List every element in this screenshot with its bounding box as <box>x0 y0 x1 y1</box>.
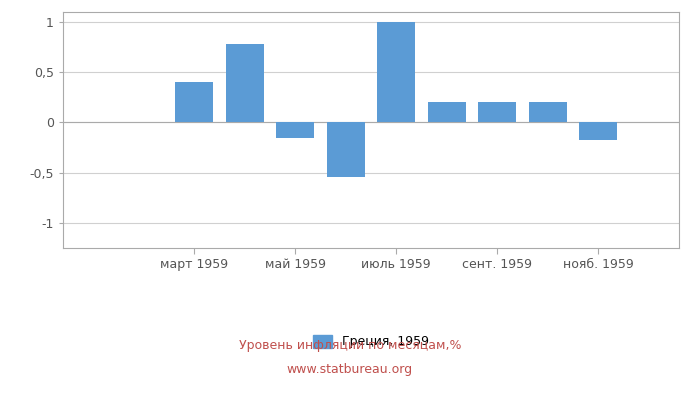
Bar <box>528 102 567 122</box>
Bar <box>226 44 264 122</box>
Bar <box>377 22 415 122</box>
Bar <box>478 102 516 122</box>
Text: www.statbureau.org: www.statbureau.org <box>287 364 413 376</box>
Bar <box>276 122 314 138</box>
Bar <box>580 122 617 140</box>
Bar <box>428 102 466 122</box>
Bar <box>175 82 214 122</box>
Legend: Греция, 1959: Греция, 1959 <box>308 330 434 353</box>
Text: Уровень инфляции по месяцам,%: Уровень инфляции по месяцам,% <box>239 340 461 352</box>
Bar <box>327 122 365 177</box>
